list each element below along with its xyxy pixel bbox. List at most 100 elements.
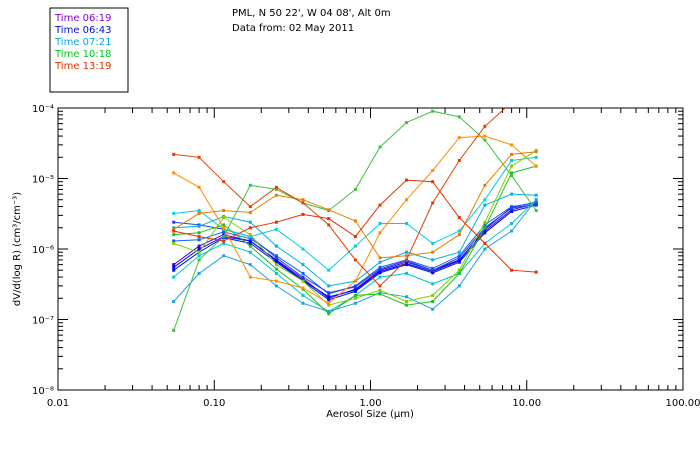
- data-point: [248, 263, 252, 267]
- data-point: [378, 145, 382, 149]
- data-point: [378, 231, 382, 235]
- data-point: [378, 267, 382, 271]
- data-point: [301, 198, 305, 202]
- data-point: [353, 288, 357, 292]
- data-point: [510, 143, 514, 147]
- data-point: [510, 229, 514, 233]
- data-point: [301, 275, 305, 279]
- data-point: [197, 258, 201, 262]
- data-point: [301, 271, 305, 275]
- data-point: [274, 254, 278, 258]
- data-point: [327, 208, 331, 212]
- data-point: [405, 254, 408, 258]
- series-line-s3: [173, 201, 537, 298]
- data-point: [405, 300, 408, 303]
- data-point: [274, 227, 278, 231]
- data-point: [172, 171, 176, 175]
- data-point: [327, 284, 331, 288]
- data-point: [483, 124, 487, 128]
- data-point: [172, 265, 176, 269]
- data-point: [457, 250, 461, 254]
- x-tick-label: 0.10: [203, 398, 225, 409]
- data-point: [327, 298, 331, 302]
- data-point: [222, 233, 226, 237]
- data-point: [483, 223, 487, 227]
- data-point: [534, 198, 538, 202]
- data-point: [405, 258, 408, 262]
- data-point: [510, 222, 514, 225]
- data-point: [301, 212, 305, 216]
- data-point: [457, 216, 461, 219]
- data-point: [274, 271, 278, 275]
- data-point: [301, 279, 305, 283]
- legend-entry: Time 06:19: [54, 13, 111, 24]
- data-point: [378, 270, 382, 273]
- y-tick-label: 10⁻⁵: [32, 175, 54, 186]
- data-point: [510, 210, 514, 213]
- data-point: [353, 279, 357, 283]
- series-line-s14: [173, 151, 537, 259]
- data-point: [457, 229, 461, 233]
- data-point: [378, 265, 382, 269]
- data-point: [353, 293, 357, 297]
- data-point: [327, 291, 331, 295]
- data-point: [248, 275, 252, 279]
- data-point: [327, 217, 331, 221]
- data-point: [197, 244, 201, 248]
- data-point: [172, 152, 176, 156]
- y-axis-label: dV/d(log R) (cm³/cm⁻³): [12, 192, 23, 306]
- chart-title-line-2: Data from: 02 May 2011: [232, 23, 354, 34]
- y-tick-label: 10⁻⁴: [32, 104, 54, 115]
- data-point: [301, 301, 305, 305]
- data-point: [301, 201, 305, 205]
- data-point: [222, 209, 226, 213]
- data-point: [301, 263, 305, 267]
- data-point: [483, 226, 487, 230]
- data-point: [248, 183, 252, 187]
- data-point: [222, 223, 226, 227]
- data-point: [457, 115, 461, 119]
- data-point: [457, 268, 461, 272]
- data-point: [405, 121, 408, 125]
- data-point: [405, 178, 408, 182]
- data-point: [353, 219, 357, 223]
- data-point: [405, 262, 408, 266]
- data-point: [431, 250, 435, 254]
- data-point: [197, 211, 201, 215]
- data-point: [172, 239, 176, 243]
- data-point: [378, 256, 382, 260]
- legend-entry: Time 13:19: [54, 61, 111, 72]
- data-point: [197, 155, 201, 159]
- data-point: [405, 271, 408, 275]
- data-point: [274, 284, 278, 288]
- data-point: [483, 198, 487, 202]
- data-point: [301, 247, 305, 251]
- data-point: [222, 216, 226, 219]
- data-point: [483, 231, 487, 235]
- data-point: [353, 187, 357, 191]
- data-point: [274, 263, 278, 267]
- series-line-s15: [173, 108, 507, 287]
- data-point: [222, 254, 226, 258]
- data-point: [197, 209, 201, 213]
- x-tick-label: 100.00: [666, 398, 700, 409]
- data-point: [248, 235, 252, 239]
- data-point: [457, 271, 461, 275]
- data-point: [378, 275, 382, 279]
- data-point: [222, 241, 226, 245]
- legend-entry: Time 07:21: [54, 37, 111, 48]
- data-point: [172, 227, 176, 231]
- data-point: [431, 282, 435, 286]
- data-point: [222, 230, 226, 234]
- data-point: [222, 239, 226, 243]
- data-point: [301, 293, 305, 297]
- data-point: [483, 203, 487, 207]
- data-point: [510, 101, 513, 104]
- data-point: [172, 229, 176, 233]
- data-point: [248, 244, 252, 248]
- data-point: [248, 239, 252, 243]
- data-point: [431, 201, 435, 205]
- data-point: [431, 293, 435, 297]
- data-point: [353, 244, 357, 248]
- data-point: [457, 233, 461, 237]
